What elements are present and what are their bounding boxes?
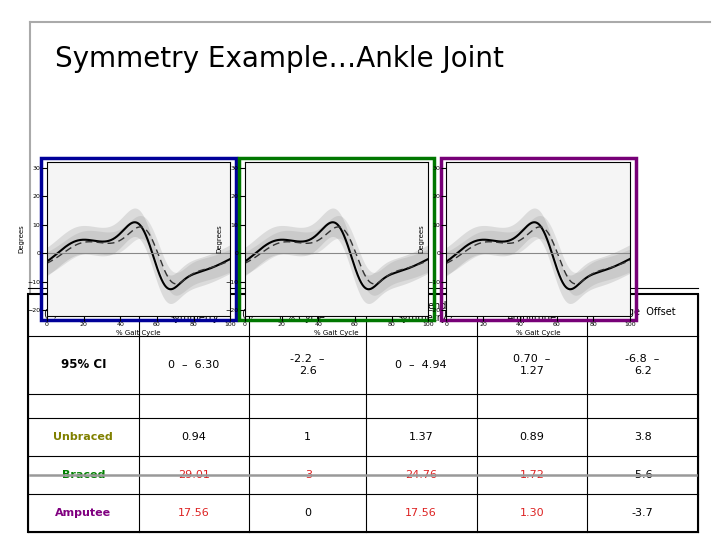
Bar bbox=[441, 158, 636, 320]
Text: 0.70  –
1.27: 0.70 – 1.27 bbox=[513, 354, 551, 376]
Text: 1: 1 bbox=[304, 432, 311, 442]
X-axis label: % Gait Cycle: % Gait Cycle bbox=[315, 330, 359, 336]
Bar bbox=[41, 158, 236, 320]
Text: Range  Offset: Range Offset bbox=[609, 307, 676, 317]
Text: Range
Amplitude: Range Amplitude bbox=[507, 301, 557, 323]
Y-axis label: Degrees: Degrees bbox=[418, 225, 424, 253]
Bar bbox=[28, 294, 698, 532]
Y-axis label: Degrees: Degrees bbox=[19, 225, 24, 253]
Bar bbox=[239, 158, 434, 320]
Text: 17.56: 17.56 bbox=[405, 508, 437, 518]
Text: 24.76: 24.76 bbox=[405, 470, 437, 480]
Text: (F): (F) bbox=[241, 308, 254, 318]
Text: (I): (I) bbox=[443, 308, 453, 318]
X-axis label: % Gait Cycle: % Gait Cycle bbox=[516, 330, 560, 336]
Text: 17.56: 17.56 bbox=[179, 508, 210, 518]
X-axis label: % Gait Cycle: % Gait Cycle bbox=[117, 330, 161, 336]
Text: Unbraced: Unbraced bbox=[53, 432, 113, 442]
Text: Trend
Symmetry: Trend Symmetry bbox=[169, 301, 220, 323]
Text: 3.8: 3.8 bbox=[634, 432, 652, 442]
Text: Braced: Braced bbox=[62, 470, 105, 480]
Text: -5.6: -5.6 bbox=[632, 470, 654, 480]
Text: -3.7: -3.7 bbox=[631, 508, 654, 518]
Text: 0: 0 bbox=[304, 508, 311, 518]
Text: Phase  Shift
( % Cycle: Phase Shift ( % Cycle bbox=[279, 301, 336, 323]
Text: Amputee: Amputee bbox=[55, 508, 112, 518]
Text: 0.94: 0.94 bbox=[181, 432, 207, 442]
Text: Ankle Joint: Ankle Joint bbox=[58, 307, 109, 317]
Text: -3: -3 bbox=[302, 470, 313, 480]
Text: Symmetry Example…Ankle Joint: Symmetry Example…Ankle Joint bbox=[55, 45, 504, 73]
Text: 0  –  4.94: 0 – 4.94 bbox=[395, 360, 447, 370]
Text: 95% CI: 95% CI bbox=[60, 359, 106, 372]
Text: 1.37: 1.37 bbox=[409, 432, 433, 442]
Text: 0  –  6.30: 0 – 6.30 bbox=[168, 360, 220, 370]
Y-axis label: Degrees: Degrees bbox=[217, 225, 222, 253]
Text: 1.30: 1.30 bbox=[520, 508, 544, 518]
Text: Min  Trend
Symmetry: Min Trend Symmetry bbox=[396, 301, 446, 323]
Text: -6.8  –
6.2: -6.8 – 6.2 bbox=[626, 354, 660, 376]
Text: 0.89: 0.89 bbox=[519, 432, 544, 442]
Text: -2.2  –
2.6: -2.2 – 2.6 bbox=[290, 354, 325, 376]
Text: 29.01: 29.01 bbox=[178, 470, 210, 480]
Text: (C): (C) bbox=[43, 308, 58, 318]
Text: 1.72: 1.72 bbox=[519, 470, 544, 480]
